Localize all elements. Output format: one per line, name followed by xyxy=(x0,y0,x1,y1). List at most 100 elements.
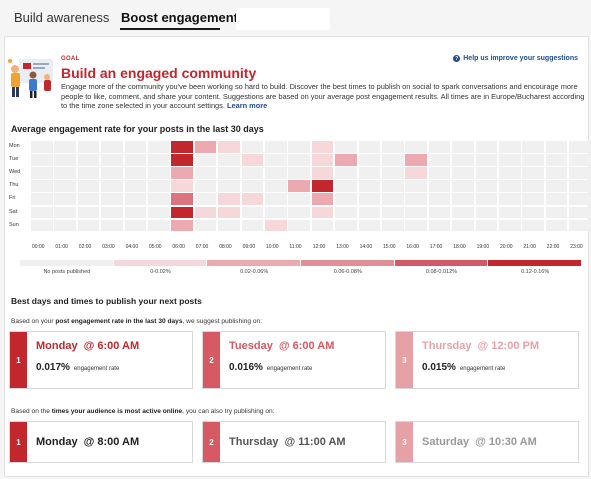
heatmap-cell[interactable] xyxy=(265,206,287,218)
heatmap-cell[interactable] xyxy=(288,206,310,218)
heatmap-cell[interactable] xyxy=(288,219,310,232)
heatmap-cell[interactable] xyxy=(452,167,474,179)
heatmap-cell[interactable] xyxy=(545,180,568,192)
heatmap-cell[interactable] xyxy=(101,180,123,192)
heatmap-cell[interactable] xyxy=(194,180,217,192)
heatmap-cell[interactable] xyxy=(124,167,147,179)
heatmap-cell[interactable] xyxy=(54,167,76,179)
heatmap-cell[interactable] xyxy=(335,141,357,153)
heatmap-cell[interactable] xyxy=(241,206,264,218)
heatmap-cell[interactable] xyxy=(148,167,170,179)
heatmap-cell[interactable] xyxy=(265,141,287,153)
heatmap-cell[interactable] xyxy=(101,141,123,153)
heatmap-cell[interactable] xyxy=(382,193,404,205)
heatmap-cell[interactable] xyxy=(522,141,544,153)
heatmap-cell[interactable] xyxy=(54,141,76,153)
heatmap-cell[interactable] xyxy=(358,193,381,205)
heatmap-cell[interactable] xyxy=(452,206,474,218)
heatmap-cell[interactable] xyxy=(522,193,544,205)
heatmap-cell[interactable] xyxy=(241,141,264,153)
heatmap-cell[interactable] xyxy=(569,154,591,166)
heatmap-cell[interactable] xyxy=(382,219,404,232)
heatmap-cell[interactable] xyxy=(358,167,381,179)
heatmap-cell[interactable] xyxy=(405,206,427,218)
heatmap-cell[interactable] xyxy=(124,141,147,153)
heatmap-cell[interactable] xyxy=(428,180,451,192)
heatmap-cell[interactable] xyxy=(124,193,147,205)
heatmap-cell[interactable] xyxy=(335,167,357,179)
heatmap-cell[interactable] xyxy=(241,154,264,166)
heatmap-cell[interactable] xyxy=(288,141,310,153)
heatmap-cell[interactable] xyxy=(171,180,193,192)
heatmap-cell[interactable] xyxy=(194,219,217,232)
heatmap-cell[interactable] xyxy=(475,167,498,179)
heatmap-cell[interactable] xyxy=(124,206,147,218)
heatmap-cell[interactable] xyxy=(101,206,123,218)
heatmap-cell[interactable] xyxy=(288,154,310,166)
heatmap-cell[interactable] xyxy=(311,180,334,192)
heatmap-cell[interactable] xyxy=(475,180,498,192)
heatmap-cell[interactable] xyxy=(218,206,240,218)
heatmap-cell[interactable] xyxy=(405,154,427,166)
heatmap-cell[interactable] xyxy=(382,180,404,192)
heatmap-cell[interactable] xyxy=(265,180,287,192)
heatmap-cell[interactable] xyxy=(545,219,568,232)
publish-slot[interactable]: 1 Monday @ 6:00 AM 0.017% engagement rate xyxy=(9,331,193,389)
heatmap-cell[interactable] xyxy=(405,167,427,179)
heatmap-cell[interactable] xyxy=(475,219,498,232)
heatmap-cell[interactable] xyxy=(569,180,591,192)
heatmap-cell[interactable] xyxy=(311,167,334,179)
learn-more-link[interactable]: Learn more xyxy=(226,101,268,110)
heatmap-cell[interactable] xyxy=(101,193,123,205)
publish-slot[interactable]: 1 Monday @ 8:00 AM xyxy=(9,421,193,463)
heatmap-cell[interactable] xyxy=(77,219,100,232)
heatmap-cell[interactable] xyxy=(522,180,544,192)
heatmap-cell[interactable] xyxy=(54,206,76,218)
publish-slot[interactable]: 3 Saturday @ 10:30 AM xyxy=(395,421,579,463)
heatmap-cell[interactable] xyxy=(148,193,170,205)
heatmap-cell[interactable] xyxy=(218,154,240,166)
heatmap-cell[interactable] xyxy=(382,141,404,153)
heatmap-cell[interactable] xyxy=(569,206,591,218)
heatmap-cell[interactable] xyxy=(101,219,123,232)
heatmap-cell[interactable] xyxy=(124,219,147,232)
heatmap-cell[interactable] xyxy=(265,193,287,205)
heatmap-cell[interactable] xyxy=(428,219,451,232)
heatmap-cell[interactable] xyxy=(31,180,53,192)
heatmap-cell[interactable] xyxy=(452,219,474,232)
heatmap-cell[interactable] xyxy=(499,141,521,153)
heatmap-cell[interactable] xyxy=(428,154,451,166)
heatmap-cell[interactable] xyxy=(218,167,240,179)
heatmap-cell[interactable] xyxy=(405,219,427,232)
heatmap-cell[interactable] xyxy=(311,154,334,166)
heatmap-cell[interactable] xyxy=(311,193,334,205)
heatmap-cell[interactable] xyxy=(358,206,381,218)
heatmap-cell[interactable] xyxy=(569,167,591,179)
heatmap-cell[interactable] xyxy=(522,167,544,179)
heatmap-cell[interactable] xyxy=(358,180,381,192)
heatmap-cell[interactable] xyxy=(194,167,217,179)
heatmap-cell[interactable] xyxy=(171,193,193,205)
heatmap-cell[interactable] xyxy=(194,141,217,153)
heatmap-cell[interactable] xyxy=(171,219,193,232)
heatmap-cell[interactable] xyxy=(54,180,76,192)
heatmap-cell[interactable] xyxy=(31,193,53,205)
heatmap-cell[interactable] xyxy=(194,154,217,166)
heatmap-cell[interactable] xyxy=(382,167,404,179)
heatmap-cell[interactable] xyxy=(499,193,521,205)
heatmap-cell[interactable] xyxy=(241,219,264,232)
heatmap-cell[interactable] xyxy=(54,154,76,166)
heatmap-cell[interactable] xyxy=(358,154,381,166)
heatmap-cell[interactable] xyxy=(335,206,357,218)
heatmap-cell[interactable] xyxy=(77,167,100,179)
heatmap-cell[interactable] xyxy=(545,206,568,218)
heatmap-cell[interactable] xyxy=(31,219,53,232)
heatmap-cell[interactable] xyxy=(265,167,287,179)
heatmap-cell[interactable] xyxy=(428,193,451,205)
heatmap-cell[interactable] xyxy=(171,206,193,218)
heatmap-cell[interactable] xyxy=(194,193,217,205)
heatmap-cell[interactable] xyxy=(335,154,357,166)
heatmap-cell[interactable] xyxy=(405,193,427,205)
heatmap-cell[interactable] xyxy=(77,206,100,218)
heatmap-cell[interactable] xyxy=(31,154,53,166)
